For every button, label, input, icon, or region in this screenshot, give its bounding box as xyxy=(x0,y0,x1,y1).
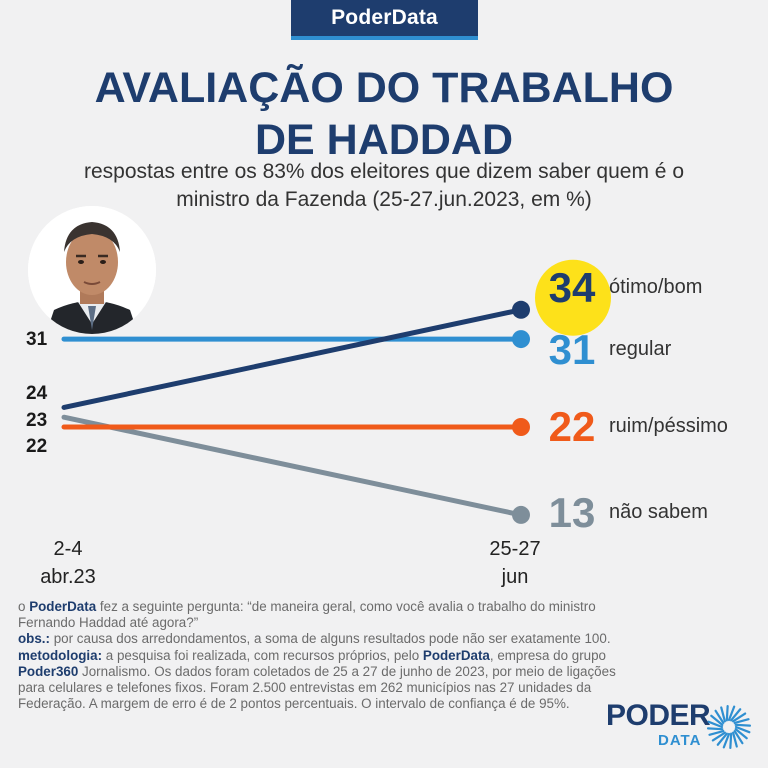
sunburst-icon xyxy=(706,704,752,750)
x-tick-label: 2-4 xyxy=(54,538,83,560)
series-name-regular: regular xyxy=(609,338,672,360)
sunburst-ray xyxy=(722,732,731,749)
sunburst-ray xyxy=(727,705,736,722)
obs-label: obs.: xyxy=(18,631,50,647)
title-line-2: DE HADDAD xyxy=(255,116,513,164)
sunburst-ray xyxy=(711,731,726,742)
methodology-group: Poder360 xyxy=(18,663,79,679)
methodology-note: metodologia: a pesquisa foi realizada, c… xyxy=(18,648,638,713)
brand-header: PoderData xyxy=(291,0,478,40)
start-value-label: 31 xyxy=(26,329,48,350)
series-line-otimo-bom xyxy=(61,307,524,410)
brand-name: PoderData xyxy=(331,6,438,29)
note-brand: PoderData xyxy=(29,599,97,614)
end-value-otimo-bom: 34 xyxy=(549,264,596,311)
end-point-ruim-pessimo xyxy=(512,418,530,436)
highlight-circle xyxy=(535,259,611,336)
sunburst-ray xyxy=(725,704,729,722)
sunburst-ray xyxy=(708,730,725,736)
sunburst-ray xyxy=(706,727,724,731)
x-tick-label: abr.23 xyxy=(40,566,96,588)
sunburst-ray xyxy=(730,708,742,722)
sunburst-ray xyxy=(714,709,725,724)
sunburst-ray xyxy=(732,731,738,748)
portrait-illustration xyxy=(28,206,156,334)
sunburst-ray xyxy=(734,723,752,727)
sunburst-ray xyxy=(732,712,747,723)
methodology-text-3: Jornalismo. Os dados foram coletados de … xyxy=(18,663,616,712)
subtitle-line-1: respostas entre os 83% dos eleitores que… xyxy=(83,160,684,183)
end-point-nao-sabem xyxy=(512,505,530,524)
series-line-nao-sabem xyxy=(61,414,524,518)
methodology-brand: PoderData xyxy=(422,647,490,663)
x-tick-label: 25-27 xyxy=(489,538,540,560)
end-value-regular: 31 xyxy=(549,326,596,373)
sunburst-ray xyxy=(720,706,726,723)
sunburst-ray xyxy=(716,732,728,746)
sunburst-ray xyxy=(710,714,724,726)
haddad-portrait xyxy=(28,206,156,334)
title-line-1: AVALIAÇÃO DO TRABALHO xyxy=(94,64,674,112)
obs-text: por causa dos arredondamentos, a soma de… xyxy=(53,631,611,647)
start-value-label: 23 xyxy=(26,410,47,431)
x-tick-label: jun xyxy=(501,566,529,588)
end-point-otimo-bom xyxy=(512,300,530,319)
page-title: AVALIAÇÃO DO TRABALHO DE HADDAD xyxy=(0,62,768,166)
end-value-ruim-pessimo: 22 xyxy=(549,403,596,450)
sunburst-ray xyxy=(734,725,751,734)
line-chart: 13 não sabem 22 ruim/péssimo 31 regular 34 ótim… xyxy=(26,259,728,588)
sunburst-ray xyxy=(733,718,750,724)
note-question: fez a seguinte pergunta: “de maneira ger… xyxy=(18,599,596,631)
end-point-regular xyxy=(512,330,530,349)
methodology-text-2: , empresa do grupo xyxy=(489,647,606,663)
series-name-nao-sabem: não sabem xyxy=(609,501,708,523)
note-prefix: o xyxy=(18,599,26,614)
logo-bottom-text: DATA xyxy=(658,732,702,749)
obs-note: obs.: por causa dos arredondamentos, a s… xyxy=(18,631,638,647)
methodology-label: metodologia: xyxy=(18,647,103,663)
end-value-nao-sabem: 13 xyxy=(549,489,596,536)
logo-top-text: PODER xyxy=(606,699,711,732)
subtitle-line-2: ministro da Fazenda (25-27.jun.2023, em … xyxy=(176,188,592,211)
start-value-label: 24 xyxy=(26,383,48,404)
start-value-label: 22 xyxy=(26,436,47,457)
sunburst-ray xyxy=(707,720,724,729)
sunburst-ray xyxy=(733,730,744,745)
page-subtitle: respostas entre os 83% dos eleitores que… xyxy=(40,158,728,214)
sunburst-ray xyxy=(729,732,733,750)
question-note: o PoderData fez a seguinte pergunta: “de… xyxy=(18,599,638,631)
sunburst-ray xyxy=(734,728,748,740)
methodology-text-1: a pesquisa foi realizada, com recursos p… xyxy=(105,647,420,663)
series-name-otimo-bom: ótimo/bom xyxy=(609,276,702,298)
poderdata-logo: PODER DATA xyxy=(606,700,756,756)
series-name-ruim-pessimo: ruim/péssimo xyxy=(609,415,728,437)
methodology-notes: o PoderData fez a seguinte pergunta: “de… xyxy=(18,599,638,712)
